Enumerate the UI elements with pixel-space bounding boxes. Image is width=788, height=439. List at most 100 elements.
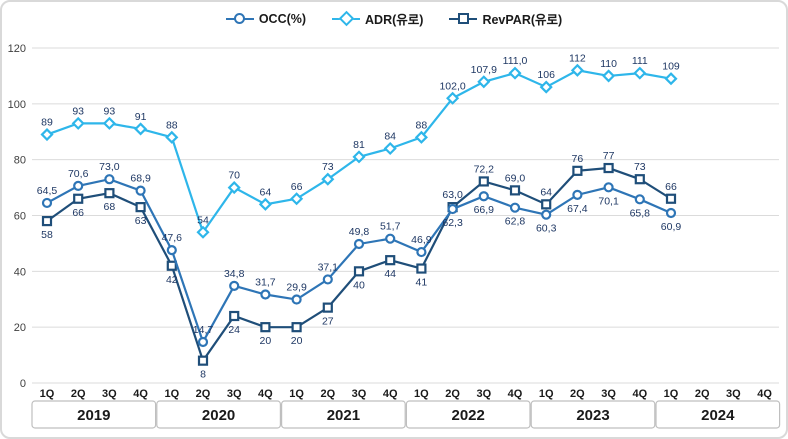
x-axis-tick: 4Q — [258, 388, 273, 400]
x-axis-tick: 1Q — [414, 388, 429, 400]
diamond-marker — [258, 197, 272, 211]
circle-marker — [665, 207, 677, 219]
data-label: 107,9 — [471, 64, 497, 76]
x-axis-tick: 3Q — [102, 388, 117, 400]
x-axis-tick: 1Q — [164, 388, 179, 400]
year-cell — [405, 400, 531, 429]
square-marker — [260, 322, 271, 333]
square-marker — [509, 185, 521, 196]
x-axis-tick: 4Q — [632, 388, 647, 400]
data-label: 20 — [291, 335, 303, 347]
x-axis-tick: 2Q — [570, 388, 585, 400]
x-axis-tick: 2Q — [71, 388, 86, 400]
square-marker — [41, 215, 53, 227]
year-label: 2021 — [327, 407, 360, 424]
data-label: 77 — [603, 150, 615, 162]
data-label: 64 — [260, 186, 272, 198]
diamond-marker — [414, 130, 428, 144]
diamond-marker — [477, 75, 491, 89]
square-marker — [322, 302, 333, 313]
x-axis-tick: 2Q — [320, 388, 335, 400]
diamond-marker — [227, 181, 241, 195]
data-label: 112 — [569, 52, 586, 64]
circle-marker — [603, 182, 614, 193]
circle-marker — [634, 194, 645, 205]
data-label: 70,1 — [598, 195, 619, 207]
x-axis-tick: 2Q — [695, 388, 710, 400]
x-axis-tick: 4Q — [508, 388, 523, 400]
x-axis-tick: 3Q — [476, 388, 491, 400]
data-label: 62,8 — [505, 216, 526, 228]
revpar-line-marker-icon — [449, 13, 478, 25]
data-label: 29,9 — [286, 282, 307, 294]
square-marker — [478, 176, 489, 187]
circle-marker — [197, 336, 209, 348]
data-label: 76 — [572, 153, 584, 165]
year-label: 2019 — [77, 407, 110, 424]
data-label: 60,3 — [536, 223, 557, 235]
data-label: 51,7 — [380, 221, 401, 233]
x-axis-tick: 1Q — [40, 388, 55, 400]
data-label: 63 — [135, 215, 147, 227]
square-marker — [229, 310, 240, 322]
data-label: 49,8 — [349, 226, 370, 238]
y-axis-tick: 60 — [14, 211, 26, 223]
x-axis-tick: 3Q — [352, 388, 367, 400]
data-label: 88 — [166, 119, 178, 131]
data-label: 67,4 — [567, 203, 588, 215]
square-marker — [634, 174, 645, 185]
square-marker — [416, 263, 427, 274]
diamond-marker — [290, 192, 304, 206]
data-label: 63,0 — [442, 189, 463, 201]
y-axis-tick: 20 — [14, 322, 26, 334]
data-label: 84 — [384, 131, 396, 143]
data-label: 88 — [416, 119, 428, 131]
diamond-marker — [102, 116, 116, 130]
circle-marker — [104, 174, 115, 185]
data-label: 42 — [166, 274, 178, 286]
data-label: 37,1 — [318, 261, 339, 273]
data-label: 27 — [322, 316, 334, 328]
circle-marker — [509, 202, 521, 213]
data-label: 81 — [353, 139, 365, 151]
data-label: 46,9 — [411, 234, 432, 246]
year-label: 2020 — [202, 407, 235, 424]
year-cell — [281, 400, 406, 429]
data-label: 70 — [228, 170, 240, 182]
year-label: 2022 — [452, 407, 485, 424]
circle-marker — [291, 294, 302, 305]
data-label: 68,9 — [130, 173, 151, 185]
data-label: 20 — [260, 335, 272, 347]
data-label: 34,8 — [224, 268, 245, 280]
y-axis-tick: 100 — [8, 99, 26, 111]
data-label: 89 — [41, 117, 53, 129]
data-label: 62,3 — [442, 217, 463, 229]
data-label: 47,6 — [162, 232, 183, 244]
diamond-marker — [40, 127, 54, 142]
data-label: 66 — [291, 181, 303, 193]
x-axis-tick: 4Q — [757, 388, 772, 400]
data-label: 91 — [135, 111, 147, 123]
square-marker — [603, 162, 614, 174]
x-axis-tick: 1Q — [539, 388, 554, 400]
square-marker — [197, 355, 209, 366]
circle-marker — [260, 289, 271, 300]
data-label: 69,0 — [505, 172, 526, 184]
square-marker — [665, 193, 677, 204]
data-label: 73 — [322, 161, 334, 173]
data-label: 8 — [200, 369, 206, 381]
x-axis-tick: 3Q — [227, 388, 242, 400]
diamond-marker — [570, 63, 584, 77]
circle-marker — [229, 280, 240, 291]
diamond-marker — [633, 66, 647, 80]
x-axis-tick: 3Q — [726, 388, 741, 400]
data-label: 73,0 — [99, 161, 120, 173]
legend-label-revpar: RevPAR(유로) — [482, 13, 563, 27]
square-marker — [541, 199, 552, 210]
x-axis-tick: 2Q — [445, 388, 460, 400]
diamond-marker — [664, 72, 678, 86]
diamond-marker — [134, 122, 148, 136]
data-label: 44 — [384, 268, 396, 280]
x-axis-tick: 1Q — [664, 388, 679, 400]
